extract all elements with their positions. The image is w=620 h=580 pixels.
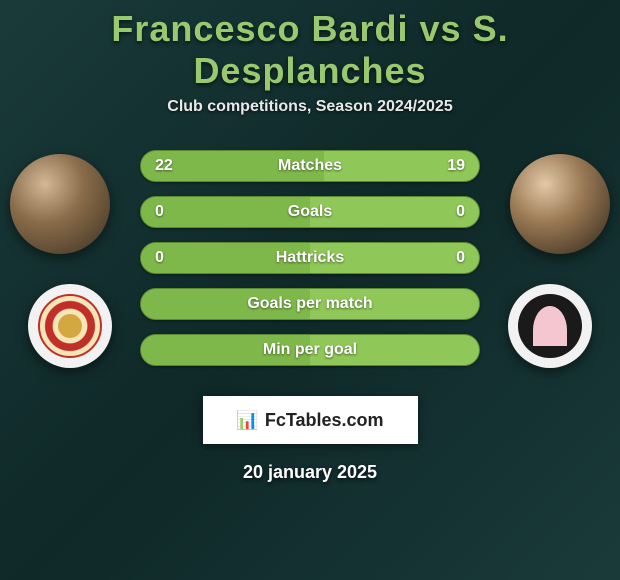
bar-fill-left bbox=[141, 197, 310, 227]
stat-bar: 0 Goals 0 bbox=[140, 196, 480, 228]
club-right-badge bbox=[508, 284, 592, 368]
bar-fill-right bbox=[310, 197, 479, 227]
chart-icon: 📊 bbox=[236, 410, 258, 431]
player-right-avatar bbox=[510, 154, 610, 254]
bar-left-value: 0 bbox=[155, 203, 164, 221]
bar-left-value: 22 bbox=[155, 157, 173, 175]
bar-label: Matches bbox=[278, 157, 342, 175]
watermark: 📊 FcTables.com bbox=[203, 396, 418, 444]
stat-bars: 22 Matches 19 0 Goals 0 0 Hattricks 0 Goals per m… bbox=[140, 150, 480, 366]
stat-bar: Min per goal bbox=[140, 334, 480, 366]
reggiana-badge-icon bbox=[38, 294, 102, 358]
stat-bar: Goals per match bbox=[140, 288, 480, 320]
bar-label: Min per goal bbox=[263, 341, 357, 359]
palermo-badge-icon bbox=[518, 294, 582, 358]
bar-right-value: 0 bbox=[456, 203, 465, 221]
stats-area: 22 Matches 19 0 Goals 0 0 Hattricks 0 Goals per m… bbox=[0, 144, 620, 384]
bar-right-value: 0 bbox=[456, 249, 465, 267]
stat-bar: 22 Matches 19 bbox=[140, 150, 480, 182]
bar-label: Hattricks bbox=[276, 249, 344, 267]
player-left-avatar bbox=[10, 154, 110, 254]
bar-left-value: 0 bbox=[155, 249, 164, 267]
subtitle: Club competitions, Season 2024/2025 bbox=[0, 98, 620, 116]
watermark-text: FcTables.com bbox=[265, 410, 384, 431]
date-label: 20 january 2025 bbox=[0, 462, 620, 483]
bar-right-value: 19 bbox=[447, 157, 465, 175]
bar-label: Goals bbox=[288, 203, 332, 221]
club-left-badge bbox=[28, 284, 112, 368]
page-title: Francesco Bardi vs S. Desplanches bbox=[0, 8, 620, 92]
stat-bar: 0 Hattricks 0 bbox=[140, 242, 480, 274]
bar-label: Goals per match bbox=[247, 295, 372, 313]
